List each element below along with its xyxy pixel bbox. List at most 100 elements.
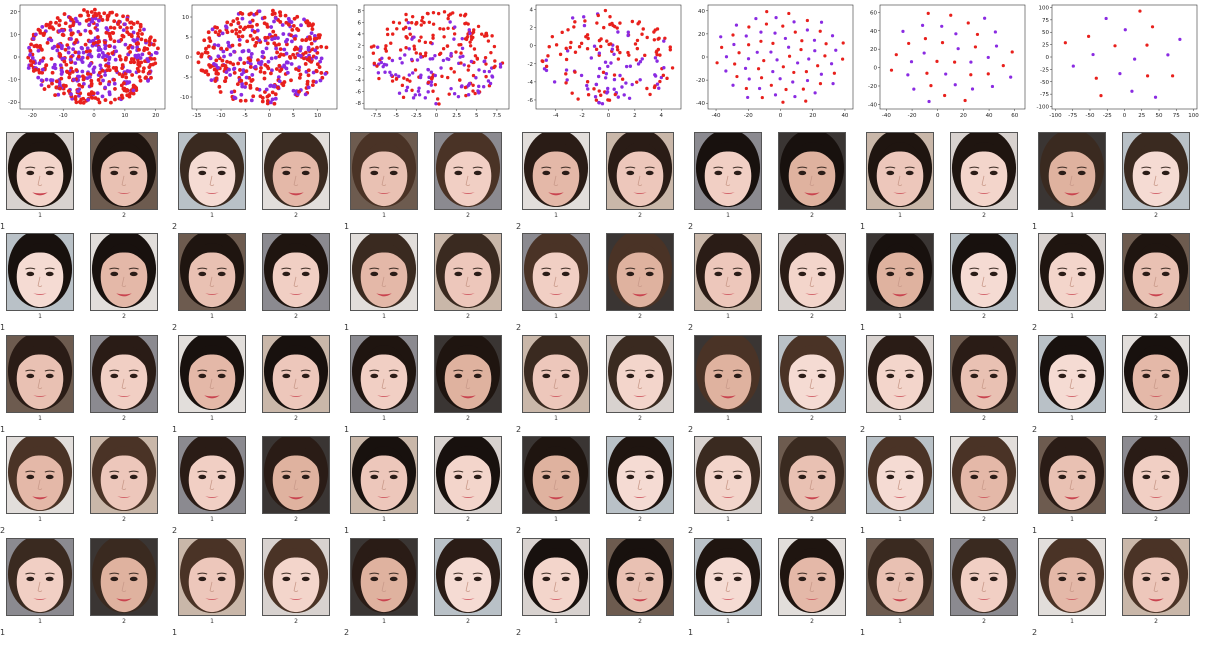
scatter-point xyxy=(715,61,718,64)
scatter-point xyxy=(759,31,762,34)
scatter-point xyxy=(137,69,141,73)
scatter-point xyxy=(436,97,439,100)
scatter-point xyxy=(68,16,72,20)
y-tick-label: -4 xyxy=(528,80,534,86)
scatter-chart-3: -7.5 -5 -2.5 0 2.5 5 7.5-8-6-4-202468 xyxy=(344,0,516,124)
scatter-point xyxy=(216,43,220,47)
scatter-point xyxy=(263,21,267,25)
scatter-point xyxy=(457,95,460,98)
scatter-point xyxy=(113,87,117,91)
scatter-point xyxy=(273,85,277,89)
face-image-1 xyxy=(522,436,590,514)
x-tick-label: -10 xyxy=(217,113,226,119)
scatter-point xyxy=(587,93,590,96)
scatter-point xyxy=(230,29,234,33)
scatter-point xyxy=(629,65,632,68)
scatter-point xyxy=(719,35,722,38)
scatter-point xyxy=(101,51,105,55)
scatter-point xyxy=(105,54,109,58)
face-image-1 xyxy=(1038,132,1106,210)
y-tick-label: -20 xyxy=(696,78,705,84)
scatter-point xyxy=(249,25,253,29)
face-image-label: 1 xyxy=(6,313,74,320)
plot-frame xyxy=(708,5,853,109)
scatter-point xyxy=(55,49,59,53)
scatter-point xyxy=(389,42,392,45)
scatter-point xyxy=(654,56,657,59)
scatter-point xyxy=(469,44,472,47)
scatter-point xyxy=(231,62,235,66)
scatter-point xyxy=(967,21,970,24)
scatter-point xyxy=(499,63,502,66)
scatter-point xyxy=(724,69,727,72)
face-image-label: 2 xyxy=(950,212,1018,219)
scatter-point xyxy=(794,31,797,34)
x-tick-label: 20 xyxy=(152,113,159,119)
scatter-point xyxy=(565,78,568,81)
face-image-2 xyxy=(434,335,502,413)
scatter-point xyxy=(770,84,773,87)
scatter-point xyxy=(427,81,430,84)
prediction-label: 2 xyxy=(516,526,521,535)
scatter-point xyxy=(376,46,379,49)
scatter-point xyxy=(149,76,153,80)
scatter-point xyxy=(906,73,909,76)
scatter-point xyxy=(197,60,201,64)
scatter-point xyxy=(595,83,598,86)
scatter-point xyxy=(104,26,108,30)
scatter-point xyxy=(279,14,283,18)
scatter-point xyxy=(487,39,490,42)
y-tick-label: -4 xyxy=(356,78,362,84)
scatter-point xyxy=(636,22,639,25)
face-image-label: 2 xyxy=(778,516,846,523)
scatter-point xyxy=(380,57,383,60)
face-pair-row-3: 122 xyxy=(688,335,860,437)
face-image-label: 1 xyxy=(350,212,418,219)
scatter-point xyxy=(295,47,299,51)
x-tick-label: -4 xyxy=(553,113,559,119)
y-tick-label: 60 xyxy=(870,10,877,16)
scatter-point xyxy=(377,71,380,74)
scatter-point xyxy=(391,59,394,62)
scatter-point xyxy=(206,51,210,55)
scatter-point xyxy=(304,51,308,55)
scatter-point xyxy=(86,13,90,17)
y-tick-label: -20 xyxy=(8,100,17,106)
scatter-point xyxy=(656,27,659,30)
scatter-point xyxy=(319,45,323,49)
scatter-point xyxy=(375,64,378,67)
scatter-point xyxy=(404,26,407,29)
scatter-point xyxy=(820,73,823,76)
face-image-label: 1 xyxy=(1038,618,1106,625)
scatter-point xyxy=(429,41,432,44)
scatter-point xyxy=(465,38,468,41)
scatter-point xyxy=(1095,77,1098,80)
scatter-point xyxy=(229,23,233,27)
scatter-point xyxy=(463,63,466,66)
scatter-point xyxy=(294,67,298,71)
face-pair-row-1: 121 xyxy=(344,132,516,234)
scatter-point xyxy=(69,28,73,32)
scatter-point xyxy=(27,66,31,70)
face-image-label: 2 xyxy=(778,415,846,422)
scatter-point xyxy=(1145,44,1148,47)
scatter-point xyxy=(598,89,601,92)
scatter-point xyxy=(136,21,140,25)
scatter-point xyxy=(258,9,262,13)
scatter-point xyxy=(458,55,461,58)
scatter-point xyxy=(53,93,57,97)
scatter-point xyxy=(79,101,83,105)
scatter-point xyxy=(385,49,388,52)
scatter-point xyxy=(923,51,926,54)
scatter-point xyxy=(90,20,94,24)
scatter-point xyxy=(82,78,86,82)
prediction-label: 2 xyxy=(860,425,865,434)
scatter-point xyxy=(635,58,638,61)
scatter-point xyxy=(957,47,960,50)
scatter-point xyxy=(142,48,146,52)
scatter-point xyxy=(793,95,796,98)
prediction-label: 2 xyxy=(1032,628,1037,637)
face-image-1 xyxy=(6,233,74,311)
scatter-point xyxy=(404,13,407,16)
scatter-point xyxy=(574,51,577,54)
